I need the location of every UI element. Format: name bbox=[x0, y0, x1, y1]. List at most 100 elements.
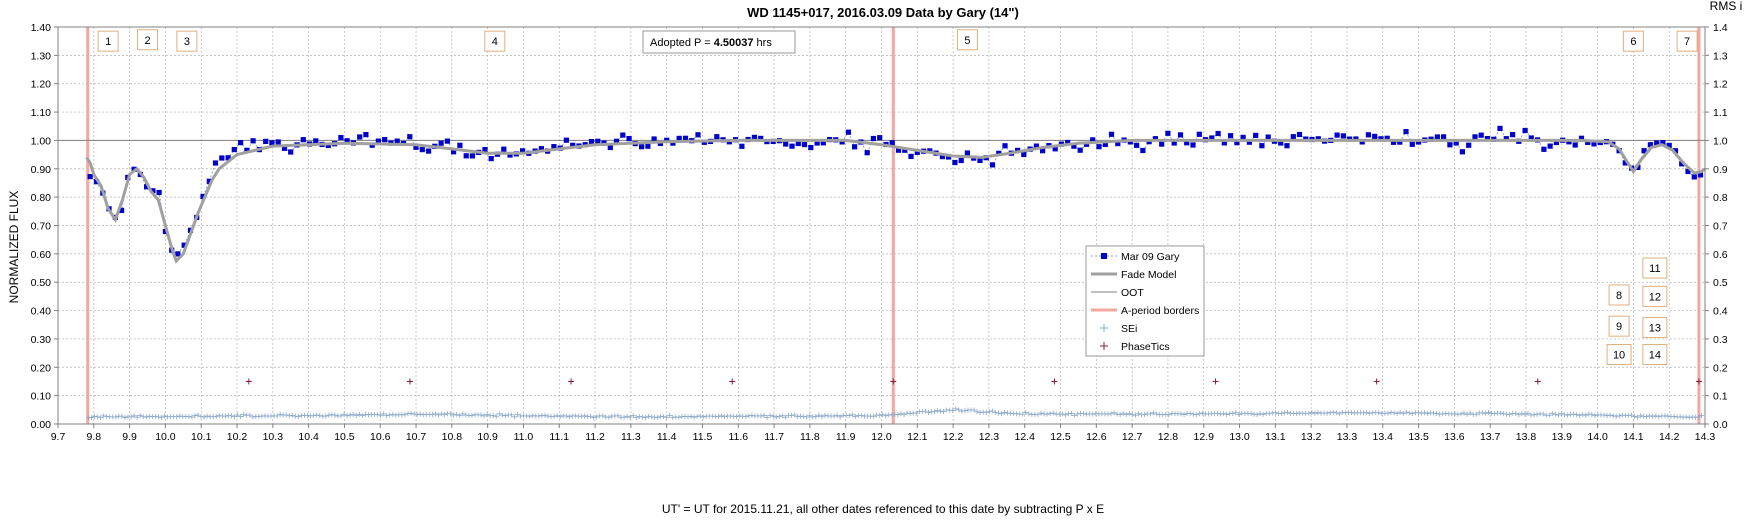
sei-marker bbox=[1555, 412, 1561, 418]
x-tick-label: 13.0 bbox=[1229, 431, 1250, 443]
sei-marker bbox=[1190, 411, 1196, 417]
data-point bbox=[1052, 146, 1058, 152]
sei-marker bbox=[134, 414, 140, 420]
sei-marker bbox=[779, 413, 785, 419]
sei-marker bbox=[743, 414, 749, 420]
sei-marker bbox=[1638, 413, 1644, 419]
sei-marker bbox=[384, 413, 390, 419]
svg-text:3: 3 bbox=[184, 36, 190, 48]
sei-marker bbox=[810, 414, 816, 420]
y-axis-label: NORMALIZED FLUX bbox=[7, 191, 21, 304]
legend-item-data: Mar 09 Gary bbox=[1091, 251, 1180, 263]
data-point bbox=[758, 135, 764, 141]
sei-marker bbox=[1248, 411, 1254, 417]
data-point bbox=[852, 144, 858, 150]
sei-marker bbox=[435, 412, 441, 418]
sei-marker bbox=[816, 412, 822, 418]
data-point bbox=[789, 143, 795, 149]
sei-marker bbox=[1315, 410, 1321, 416]
sei-marker bbox=[137, 413, 143, 419]
sei-marker bbox=[578, 413, 584, 419]
x-tick-label: 10.1 bbox=[191, 431, 212, 443]
sei-marker bbox=[1123, 412, 1129, 418]
svg-text:13: 13 bbox=[1649, 323, 1661, 335]
data-point bbox=[664, 137, 670, 143]
sei-marker bbox=[1333, 410, 1339, 416]
sei-marker bbox=[1565, 412, 1571, 418]
svg-text:7: 7 bbox=[1684, 36, 1690, 48]
sei-marker bbox=[250, 414, 256, 420]
svg-text:PhaseTics: PhaseTics bbox=[1121, 341, 1170, 353]
sei-marker bbox=[697, 413, 703, 419]
data-point bbox=[820, 140, 826, 146]
sei-marker bbox=[508, 412, 514, 418]
phasetic-marker bbox=[245, 378, 252, 385]
sei-marker bbox=[1166, 412, 1172, 418]
data-point bbox=[1184, 140, 1190, 146]
data-point bbox=[1685, 168, 1691, 175]
sei-marker bbox=[1141, 412, 1147, 418]
y-tick-label: 0.70 bbox=[31, 221, 52, 233]
sei-marker bbox=[877, 412, 883, 418]
data-point bbox=[1666, 142, 1672, 148]
data-point bbox=[895, 147, 902, 153]
sei-series bbox=[85, 406, 1704, 421]
sei-marker bbox=[1686, 415, 1692, 421]
x-tick-label: 12.2 bbox=[943, 431, 964, 443]
sei-marker bbox=[454, 411, 460, 417]
data-point bbox=[313, 138, 319, 144]
sei-marker bbox=[1467, 410, 1473, 416]
sei-marker bbox=[174, 414, 180, 420]
sei-marker bbox=[1421, 410, 1427, 416]
sei-marker bbox=[1221, 411, 1227, 417]
data-point bbox=[1397, 139, 1403, 145]
y-tick-label: 0.20 bbox=[31, 362, 52, 374]
sei-marker bbox=[1285, 409, 1291, 415]
data-point bbox=[1065, 139, 1071, 146]
x-tick-label: 10.3 bbox=[263, 431, 284, 443]
dip-label-1: 1 bbox=[97, 30, 119, 52]
x-tick-label: 12.1 bbox=[907, 431, 928, 443]
sei-marker bbox=[691, 414, 697, 420]
sei-marker bbox=[1513, 410, 1519, 416]
sei-marker bbox=[953, 406, 959, 412]
data-point bbox=[507, 152, 513, 158]
sei-marker bbox=[478, 412, 484, 418]
sei-marker bbox=[204, 413, 210, 419]
svg-text:Mar 09 Gary: Mar 09 Gary bbox=[1121, 251, 1180, 263]
x-axis-ticks: 9.7 9.8 9.9 10.0 10.1 10.2 10.3 10.4 10.5 10.6 10.… bbox=[51, 424, 1715, 443]
sei-marker bbox=[1580, 411, 1586, 417]
sei-marker bbox=[1062, 412, 1068, 418]
sei-marker bbox=[381, 411, 387, 417]
sei-marker bbox=[1574, 412, 1580, 418]
sei-marker bbox=[1415, 410, 1421, 416]
sei-marker bbox=[655, 415, 661, 421]
sei-marker bbox=[1403, 409, 1409, 415]
data-point bbox=[1284, 143, 1290, 149]
data-point bbox=[382, 137, 388, 143]
x-tick-label: 12.8 bbox=[1158, 431, 1179, 443]
data-point bbox=[939, 154, 945, 160]
data-point bbox=[845, 129, 851, 135]
data-point bbox=[714, 134, 720, 140]
sei-marker bbox=[1272, 410, 1278, 416]
dip-label-11: 11 bbox=[1642, 257, 1668, 279]
y-tick-label: 0.40 bbox=[31, 306, 52, 318]
y2-tick-label: 0.9 bbox=[1713, 164, 1728, 176]
sei-marker bbox=[1044, 411, 1050, 417]
svg-text:OOT: OOT bbox=[1121, 287, 1144, 299]
y2-tick-label: 0.1 bbox=[1713, 391, 1728, 403]
data-point bbox=[1077, 147, 1083, 153]
sei-marker bbox=[992, 410, 998, 416]
data-point bbox=[1108, 131, 1115, 137]
data-point bbox=[469, 153, 475, 159]
sei-marker bbox=[1628, 412, 1634, 418]
data-point bbox=[357, 134, 363, 140]
sei-marker bbox=[819, 414, 825, 420]
data-point bbox=[563, 137, 569, 143]
sei-marker bbox=[1440, 411, 1446, 417]
data-point bbox=[1660, 140, 1666, 146]
sei-marker bbox=[1616, 413, 1622, 419]
sei-marker bbox=[551, 413, 557, 419]
